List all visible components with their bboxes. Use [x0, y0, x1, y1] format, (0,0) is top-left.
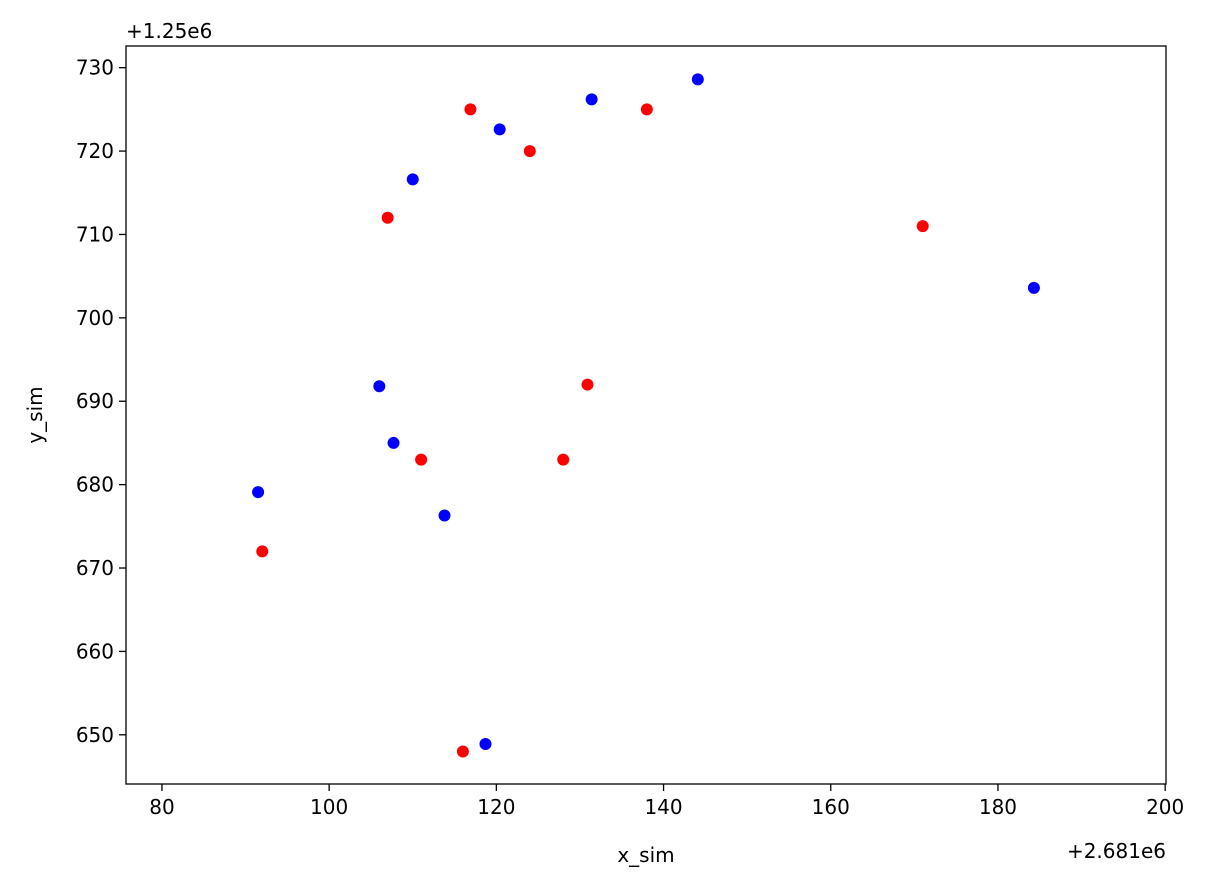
y-tick-label: 720 — [76, 139, 114, 163]
x-axis-label: x_sim — [617, 843, 674, 867]
plot-frame — [125, 45, 1167, 785]
y-tick-label: 660 — [76, 639, 114, 663]
data-point-series-1 — [464, 103, 477, 116]
data-point-series-1 — [381, 211, 394, 224]
data-point-series-1 — [523, 145, 536, 158]
data-point-series-0 — [691, 73, 704, 86]
x-tick-label: 80 — [149, 795, 174, 819]
data-point-series-0 — [438, 509, 451, 522]
y-offset-label: +1.25e6 — [126, 19, 212, 43]
x-tick-label: 120 — [477, 795, 515, 819]
data-point-series-0 — [585, 93, 598, 106]
y-axis: 650 660 670 680 690 700 710 720 730 — [76, 56, 126, 747]
data-point-series-0 — [1027, 281, 1040, 294]
y-tick-label: 730 — [76, 56, 114, 80]
x-tick-label: 180 — [979, 795, 1017, 819]
x-tick-label: 200 — [1146, 795, 1184, 819]
data-point-series-1 — [415, 453, 428, 466]
y-tick-label: 700 — [76, 306, 114, 330]
data-point-series-1 — [256, 545, 269, 558]
y-axis-label: y_sim — [23, 386, 47, 443]
data-point-series-1 — [916, 220, 929, 233]
x-tick-label: 160 — [812, 795, 850, 819]
y-tick-label: 690 — [76, 389, 114, 413]
data-point-series-0 — [373, 380, 386, 393]
y-tick-label: 670 — [76, 556, 114, 580]
points-layer — [252, 73, 1040, 758]
data-point-series-1 — [456, 745, 469, 758]
y-tick-label: 710 — [76, 222, 114, 246]
data-point-series-0 — [387, 436, 400, 449]
data-point-series-1 — [640, 103, 653, 116]
data-point-series-0 — [406, 173, 419, 186]
x-offset-label: +2.681e6 — [1067, 839, 1166, 863]
x-axis: 80 100 120 140 160 180 200 — [149, 784, 1184, 819]
y-tick-label: 650 — [76, 723, 114, 747]
x-tick-label: 100 — [310, 795, 348, 819]
x-tick-label: 140 — [644, 795, 682, 819]
data-point-series-1 — [581, 378, 594, 391]
data-point-series-0 — [479, 737, 492, 750]
data-point-series-1 — [557, 453, 570, 466]
data-point-series-0 — [252, 486, 265, 499]
y-tick-label: 680 — [76, 473, 114, 497]
data-point-series-0 — [493, 123, 506, 136]
